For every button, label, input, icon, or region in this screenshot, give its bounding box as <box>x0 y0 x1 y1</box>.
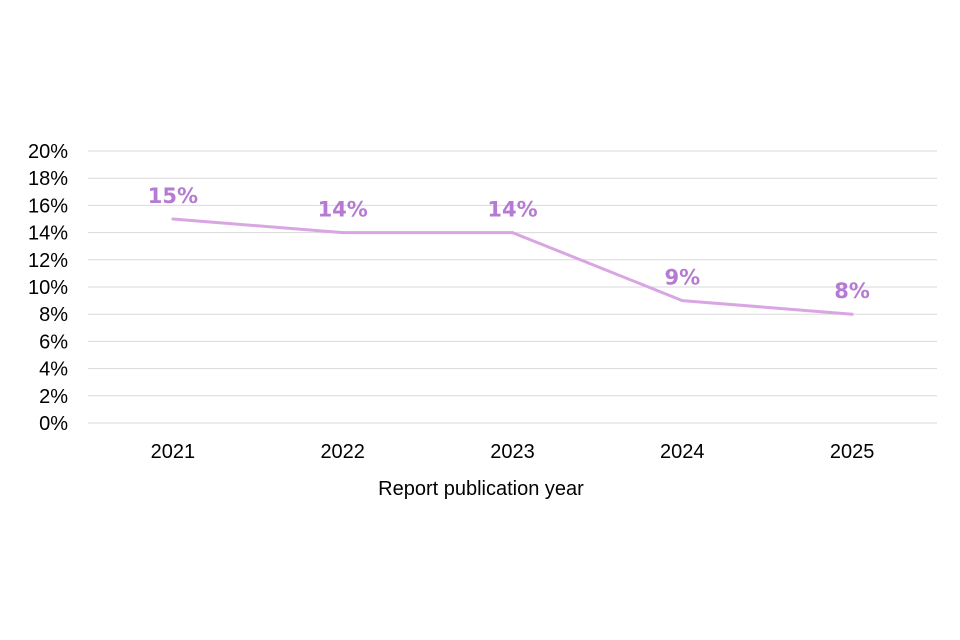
data-point <box>680 299 684 303</box>
x-tick-label: 2025 <box>830 441 875 463</box>
y-tick-label: 2% <box>39 386 68 408</box>
data-label: 9% <box>664 266 700 290</box>
data-point <box>341 231 345 235</box>
data-label-layer: 15% 14% 14% 9% 8% <box>148 184 870 303</box>
y-tick-label: 20% <box>28 141 68 163</box>
y-tick-label: 12% <box>28 250 68 272</box>
y-tick-label: 14% <box>28 223 68 245</box>
y-tick-label: 0% <box>39 413 68 435</box>
gridlines <box>88 150 937 424</box>
y-tick-label: 16% <box>28 195 68 217</box>
x-tick-label: 2021 <box>151 441 196 463</box>
data-label: 14% <box>318 198 368 222</box>
x-tick-label: 2023 <box>490 441 535 463</box>
data-label: 14% <box>487 198 537 222</box>
data-point <box>171 217 175 221</box>
y-axis-tick-labels: 0% 2% 4% 6% 8% 10% 12% 14% 16% 18% 20% <box>28 141 68 435</box>
data-point <box>850 312 854 316</box>
data-point <box>511 231 514 235</box>
x-axis-tick-labels: 2021 2022 2023 2024 2025 <box>151 441 875 463</box>
y-tick-label: 8% <box>39 304 68 326</box>
y-tick-label: 6% <box>39 331 68 353</box>
x-axis-title: Report publication year <box>378 478 584 500</box>
x-tick-label: 2024 <box>660 441 705 463</box>
data-label: 8% <box>834 279 870 303</box>
data-label: 15% <box>148 184 198 208</box>
y-tick-label: 4% <box>39 359 68 381</box>
x-tick-label: 2022 <box>320 441 365 463</box>
series-line-layer <box>171 217 854 316</box>
y-tick-label: 18% <box>28 168 68 190</box>
y-tick-label: 10% <box>28 277 68 299</box>
